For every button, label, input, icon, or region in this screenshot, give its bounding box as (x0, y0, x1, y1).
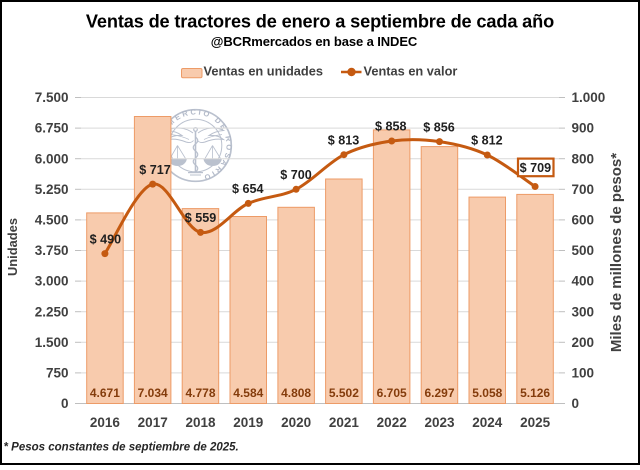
svg-text:1.000: 1.000 (572, 90, 606, 105)
svg-text:$ 812: $ 812 (471, 134, 503, 148)
svg-text:* Pesos constantes de septiemb: * Pesos constantes de septiembre de 2025… (4, 442, 239, 454)
svg-text:100: 100 (572, 366, 595, 381)
svg-text:Ventas en valor: Ventas en valor (364, 64, 458, 79)
svg-text:3.000: 3.000 (35, 274, 69, 289)
svg-text:200: 200 (572, 335, 595, 350)
svg-text:6.705: 6.705 (377, 386, 407, 400)
svg-text:4.808: 4.808 (281, 386, 311, 400)
svg-text:@BCRmercados en base a INDEC: @BCRmercados en base a INDEC (211, 34, 418, 49)
svg-text:2021: 2021 (329, 415, 360, 430)
svg-text:2023: 2023 (424, 415, 455, 430)
svg-text:4.778: 4.778 (185, 386, 215, 400)
svg-text:$ 813: $ 813 (328, 133, 360, 147)
svg-text:900: 900 (572, 121, 595, 136)
svg-text:2.250: 2.250 (35, 304, 69, 319)
svg-text:2020: 2020 (281, 415, 311, 430)
svg-text:2019: 2019 (233, 415, 263, 430)
svg-text:7.034: 7.034 (138, 386, 168, 400)
svg-text:3.750: 3.750 (35, 243, 69, 258)
svg-text:5.502: 5.502 (329, 386, 359, 400)
svg-text:2018: 2018 (185, 415, 216, 430)
svg-text:Miles de millones de pesos*: Miles de millones de pesos* (608, 153, 625, 352)
svg-text:Unidades: Unidades (5, 218, 20, 276)
svg-text:$ 856: $ 856 (423, 120, 455, 134)
svg-text:2016: 2016 (90, 415, 121, 430)
svg-text:$ 858: $ 858 (375, 120, 407, 134)
svg-text:4.500: 4.500 (35, 213, 69, 228)
svg-text:2022: 2022 (377, 415, 407, 430)
svg-text:700: 700 (572, 182, 595, 197)
svg-text:$ 700: $ 700 (280, 168, 312, 182)
svg-text:5.250: 5.250 (35, 182, 69, 197)
svg-text:6.000: 6.000 (35, 151, 69, 166)
svg-text:0: 0 (61, 396, 69, 411)
svg-text:5.058: 5.058 (472, 386, 502, 400)
svg-text:2024: 2024 (472, 415, 503, 430)
svg-text:5.126: 5.126 (520, 386, 550, 400)
svg-text:$ 717: $ 717 (139, 163, 171, 177)
svg-text:7.500: 7.500 (35, 90, 69, 105)
svg-text:0: 0 (572, 396, 580, 411)
svg-text:500: 500 (572, 243, 595, 258)
svg-text:800: 800 (572, 151, 595, 166)
svg-text:4.671: 4.671 (90, 386, 120, 400)
svg-text:6.750: 6.750 (35, 121, 69, 136)
svg-text:Ventas en unidades: Ventas en unidades (204, 64, 323, 79)
svg-text:4.584: 4.584 (233, 386, 263, 400)
svg-text:1.500: 1.500 (35, 335, 69, 350)
svg-text:$ 490: $ 490 (90, 232, 122, 246)
svg-text:6.297: 6.297 (424, 386, 454, 400)
svg-text:750: 750 (46, 366, 69, 381)
svg-text:2017: 2017 (138, 415, 168, 430)
svg-text:400: 400 (572, 274, 595, 289)
svg-text:$ 709: $ 709 (520, 161, 552, 175)
svg-text:600: 600 (572, 213, 595, 228)
svg-text:300: 300 (572, 304, 595, 319)
svg-text:$ 654: $ 654 (232, 182, 264, 196)
svg-text:$ 559: $ 559 (185, 211, 217, 225)
svg-text:Ventas de tractores de enero a: Ventas de tractores de enero a septiembr… (86, 12, 554, 32)
svg-text:2025: 2025 (520, 415, 551, 430)
